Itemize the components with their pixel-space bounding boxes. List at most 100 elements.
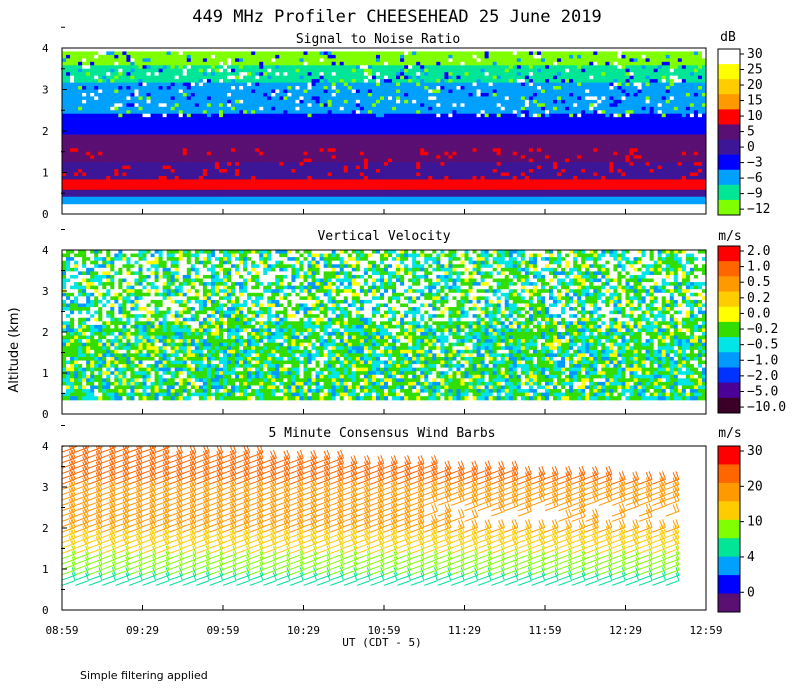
snr-cell (202, 68, 208, 73)
snr-cell (476, 54, 482, 59)
snr-cell (388, 120, 393, 125)
snr-cell (335, 182, 341, 187)
snr-cell (456, 151, 462, 156)
snr-cell (307, 196, 313, 201)
snr-cell (388, 79, 393, 84)
snr-cell (327, 117, 333, 122)
snr-cell (319, 96, 325, 101)
snr-cell (118, 144, 123, 149)
snr-cell (62, 193, 67, 198)
snr-cell (432, 99, 437, 104)
snr-cell (480, 110, 486, 115)
snr-cell (182, 137, 188, 142)
snr-cell (178, 89, 184, 94)
snr-cell (359, 54, 365, 59)
snr-cell (496, 182, 502, 187)
snr-cell (472, 65, 478, 70)
snr-cell (106, 79, 111, 84)
snr-cell (456, 193, 462, 198)
snr-cell (460, 61, 466, 66)
snr-cell (263, 186, 268, 191)
snr-cell (82, 58, 87, 63)
snr-cell (392, 65, 397, 70)
snr-cell (154, 89, 160, 94)
snr-cell (223, 196, 228, 201)
snr-cell (174, 151, 180, 156)
snr-cell (186, 58, 192, 63)
snr-cell (174, 179, 180, 184)
snr-cell (138, 124, 144, 129)
snr-cell (420, 196, 425, 201)
snr-cell (267, 196, 272, 201)
snr-cell (456, 72, 462, 77)
snr-cell (287, 54, 293, 59)
snr-cell (271, 151, 276, 156)
snr-cell (247, 182, 252, 187)
snr-cell (206, 120, 212, 125)
snr-cell (516, 82, 522, 87)
snr-cell (247, 86, 252, 91)
snr-cell (464, 106, 470, 111)
snr-cell (299, 141, 305, 146)
snr-cell (319, 51, 325, 56)
snr-cell (347, 151, 353, 156)
snr-cell (66, 175, 71, 181)
snr-cell (343, 200, 349, 205)
snr-cell (190, 179, 196, 184)
snr-cell (287, 169, 293, 174)
snr-cell (500, 99, 506, 104)
snr-cell (472, 61, 478, 66)
snr-cell (472, 106, 478, 111)
snr-cell (223, 124, 228, 129)
snr-panel-title: Signal to Noise Ratio (296, 32, 460, 47)
snr-cell (476, 110, 482, 115)
snr-cell (347, 89, 353, 94)
snr-cell (476, 127, 482, 132)
snr-cell (126, 110, 132, 115)
snr-cell (504, 148, 510, 153)
snr-cell (404, 99, 409, 104)
snr-cell (275, 51, 280, 56)
snr-cell (416, 131, 421, 136)
snr-cell (472, 68, 478, 73)
snr-cell (166, 75, 172, 80)
snr-cell (299, 182, 305, 187)
snr-cell (307, 189, 313, 194)
snr-cell (263, 165, 268, 170)
snr-cell (311, 141, 317, 146)
snr-cell (444, 113, 449, 118)
snr-cell (210, 200, 216, 205)
snr-cell (162, 162, 168, 167)
snr-cell (299, 137, 305, 142)
snr-cell (235, 124, 240, 129)
snr-cell (464, 134, 470, 139)
snr-cell (452, 117, 458, 122)
snr-cell (444, 193, 449, 198)
snr-cell (432, 82, 437, 87)
snr-cell (396, 200, 401, 205)
snr-cell (223, 182, 228, 187)
snr-cell (311, 79, 317, 84)
snr-cell (243, 162, 248, 167)
snr-cell (303, 141, 309, 146)
snr-cell (355, 106, 361, 111)
snr-cell (263, 89, 268, 94)
snr-cell (496, 186, 502, 191)
snr-cell (307, 141, 313, 146)
snr-cell (126, 103, 132, 108)
snr-cell (299, 82, 305, 87)
snr-cell (66, 137, 71, 142)
snr-cell (122, 86, 127, 91)
snr-cell (456, 106, 462, 111)
snr-cell (202, 113, 208, 118)
snr-cell (472, 193, 478, 198)
snr-cell (343, 65, 349, 70)
snr-cell (468, 131, 474, 136)
snr-cell (315, 110, 321, 115)
snr-cell (347, 75, 353, 80)
snr-cell (210, 148, 216, 153)
snr-cell (202, 86, 208, 91)
snr-cell (359, 144, 365, 149)
snr-cell (82, 124, 87, 129)
snr-cell (379, 151, 385, 156)
